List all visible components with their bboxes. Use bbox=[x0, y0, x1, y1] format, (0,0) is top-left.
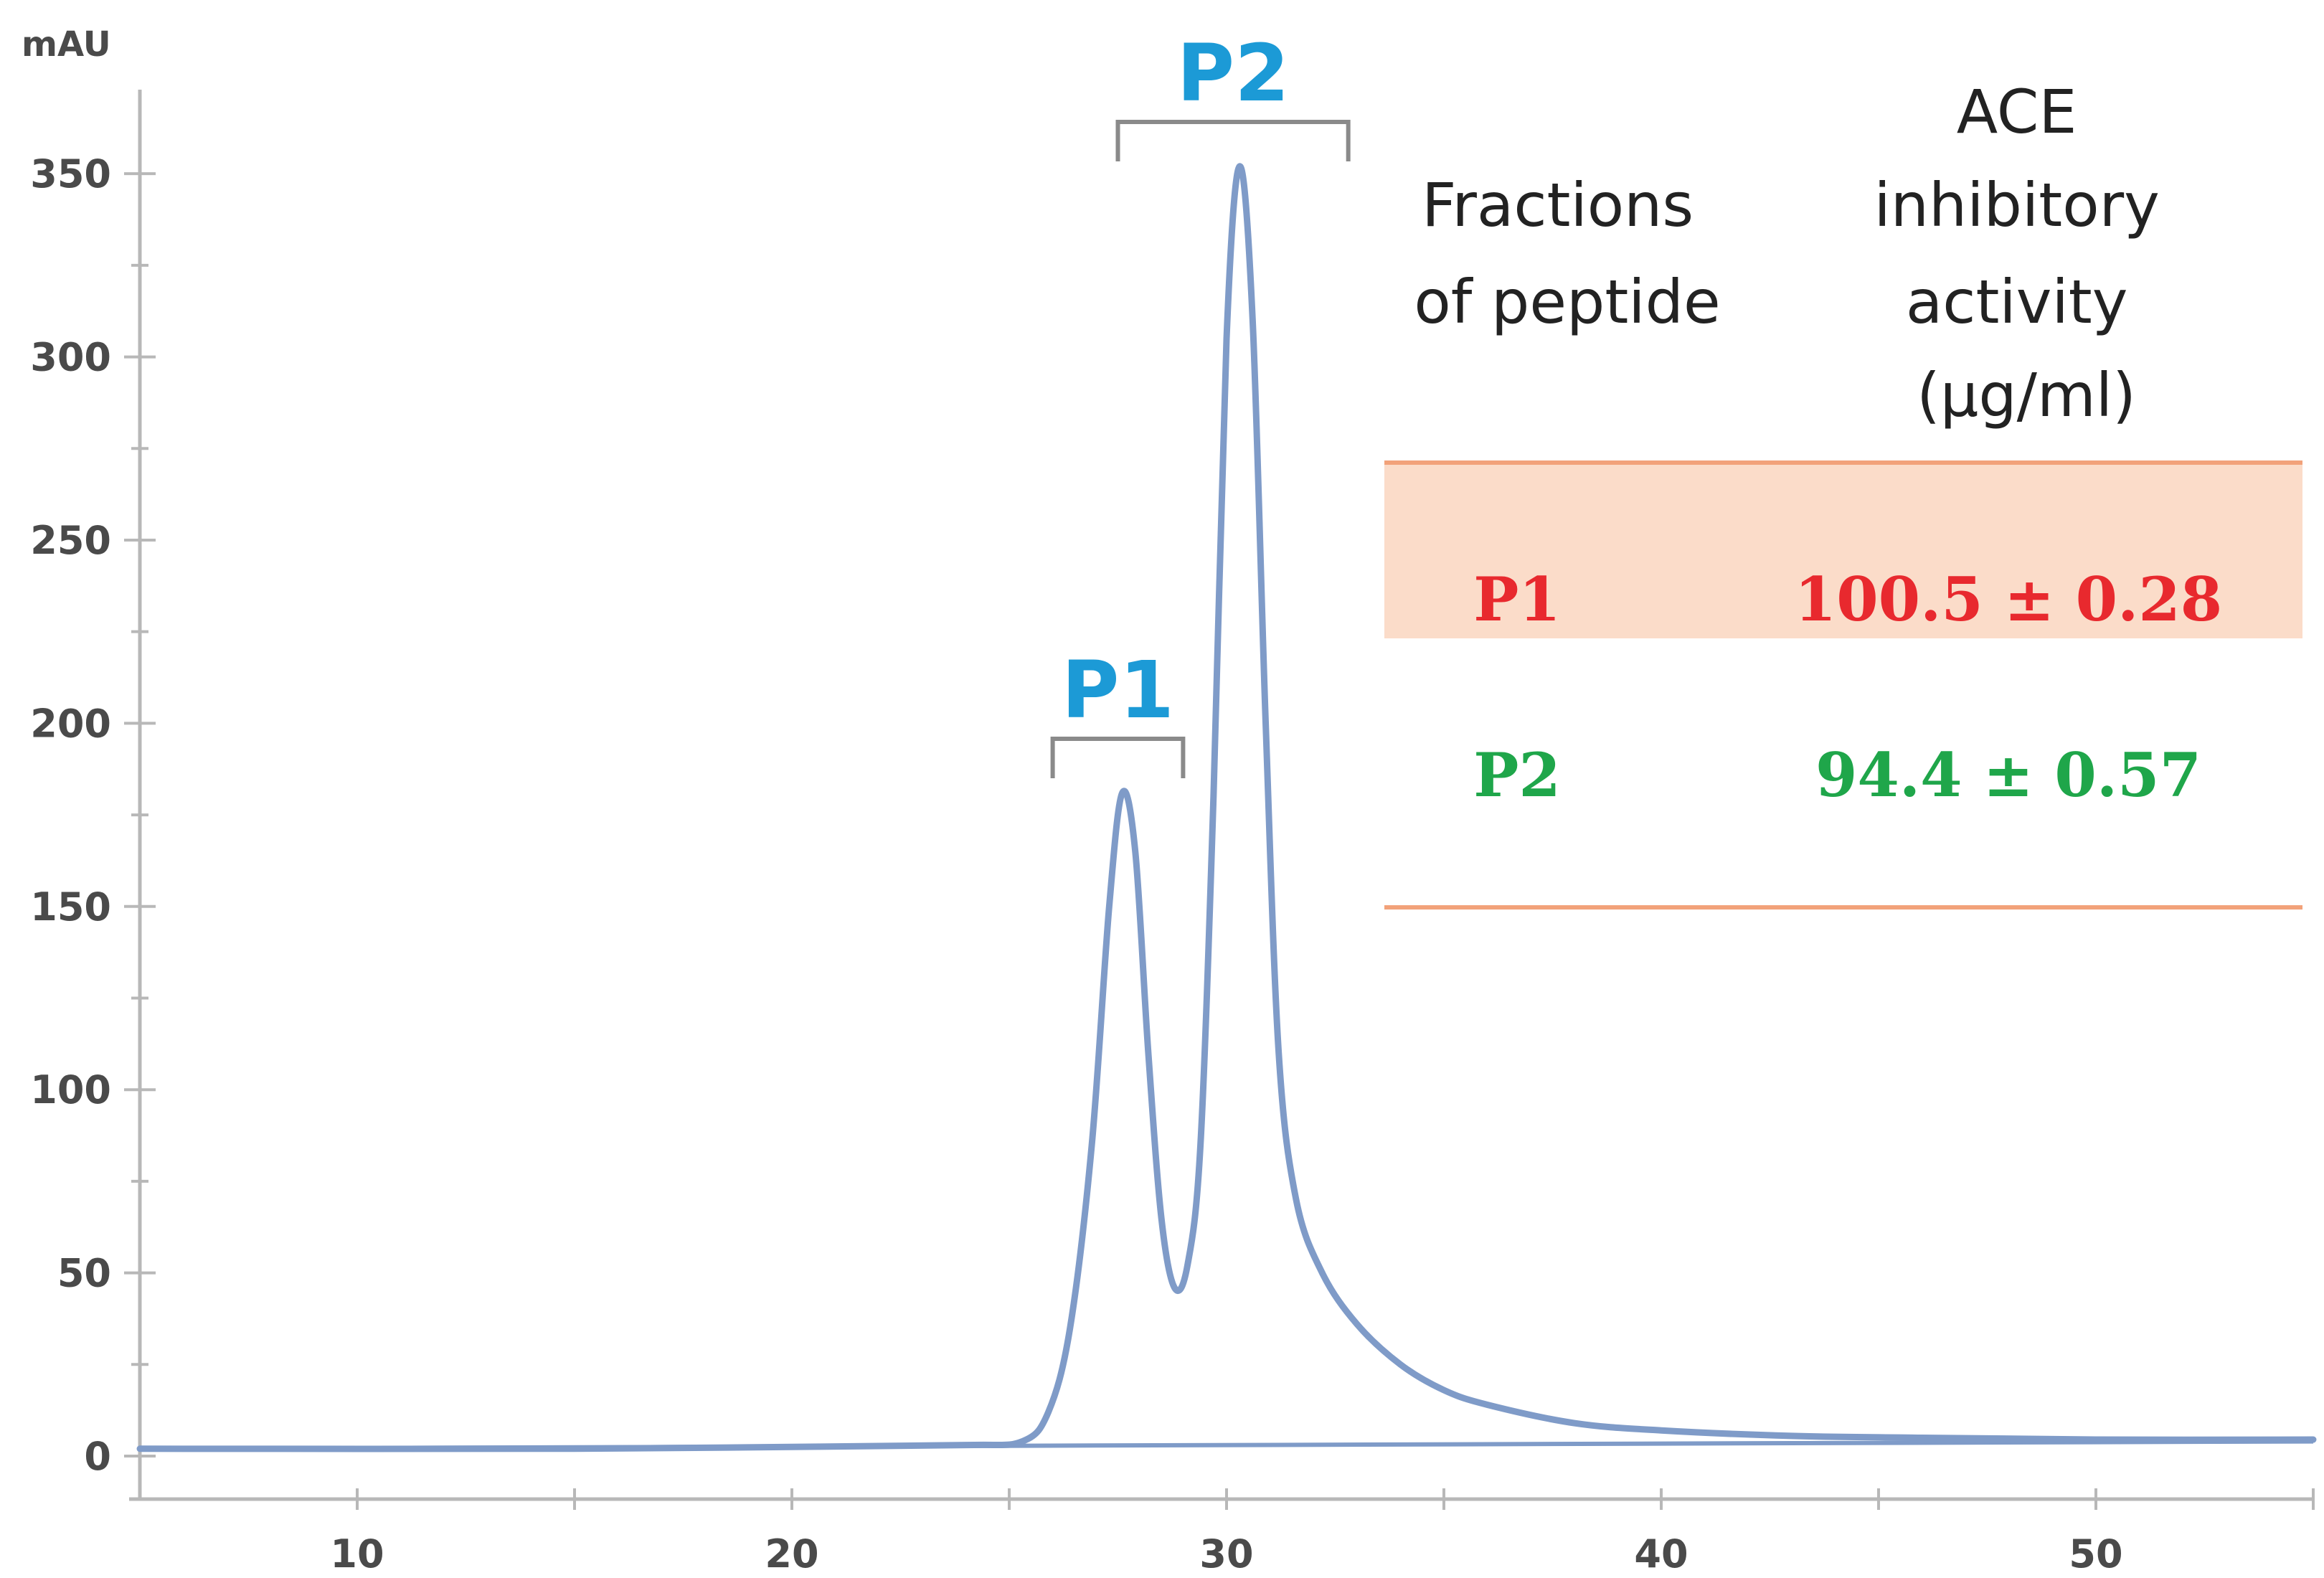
table-row-p2-activity: 94.4 ± 0.57 bbox=[1815, 740, 2201, 811]
peak-label-p2: P2 bbox=[1177, 27, 1290, 119]
y-tick-label: 100 bbox=[30, 1067, 111, 1112]
data-layer bbox=[136, 163, 2317, 1452]
peak-bracket-p1 bbox=[1050, 737, 1186, 778]
x-tick-label: 20 bbox=[765, 1531, 818, 1577]
x-tick-label: 40 bbox=[1634, 1531, 1688, 1577]
table-header-activity: ACE inhibitory activity (µg/ml) bbox=[1874, 77, 2178, 430]
y-tick-label: 150 bbox=[30, 884, 111, 930]
table-header-fractions: Fractions of peptide bbox=[1414, 170, 1720, 337]
table-row-p1-fraction: P1 bbox=[1473, 564, 1561, 635]
table-row-highlight bbox=[1384, 463, 2302, 638]
results-table: Fractions of peptide ACE inhibitory acti… bbox=[1384, 77, 2302, 910]
x-tick-label: 10 bbox=[330, 1531, 384, 1577]
y-tick-label: 50 bbox=[57, 1251, 111, 1296]
y-tick-label: 300 bbox=[30, 335, 111, 380]
baseline-line bbox=[139, 1439, 2314, 1451]
peak-bracket-p2 bbox=[1115, 120, 1351, 161]
y-tick-label: 200 bbox=[30, 701, 111, 746]
axes-layer: mAU 0 50 100 150 200 250 300 350 10 20 30 40 50 bbox=[22, 24, 2315, 1577]
table-row-p2-fraction: P2 bbox=[1473, 740, 1561, 811]
table-row-p1-activity: 100.5 ± 0.28 bbox=[1795, 564, 2223, 635]
x-tick-label: 50 bbox=[2069, 1531, 2122, 1577]
x-tick-label: 30 bbox=[1199, 1531, 1253, 1577]
annotation-layer: P1 P2 bbox=[1050, 27, 1351, 778]
y-tick-label: 350 bbox=[30, 151, 111, 197]
y-tick-label: 0 bbox=[84, 1434, 111, 1479]
peak-label-p1: P1 bbox=[1062, 644, 1174, 736]
y-tick-label: 250 bbox=[30, 518, 111, 563]
y-axis-unit-label: mAU bbox=[22, 24, 111, 65]
chromatogram-trace bbox=[136, 163, 2317, 1452]
